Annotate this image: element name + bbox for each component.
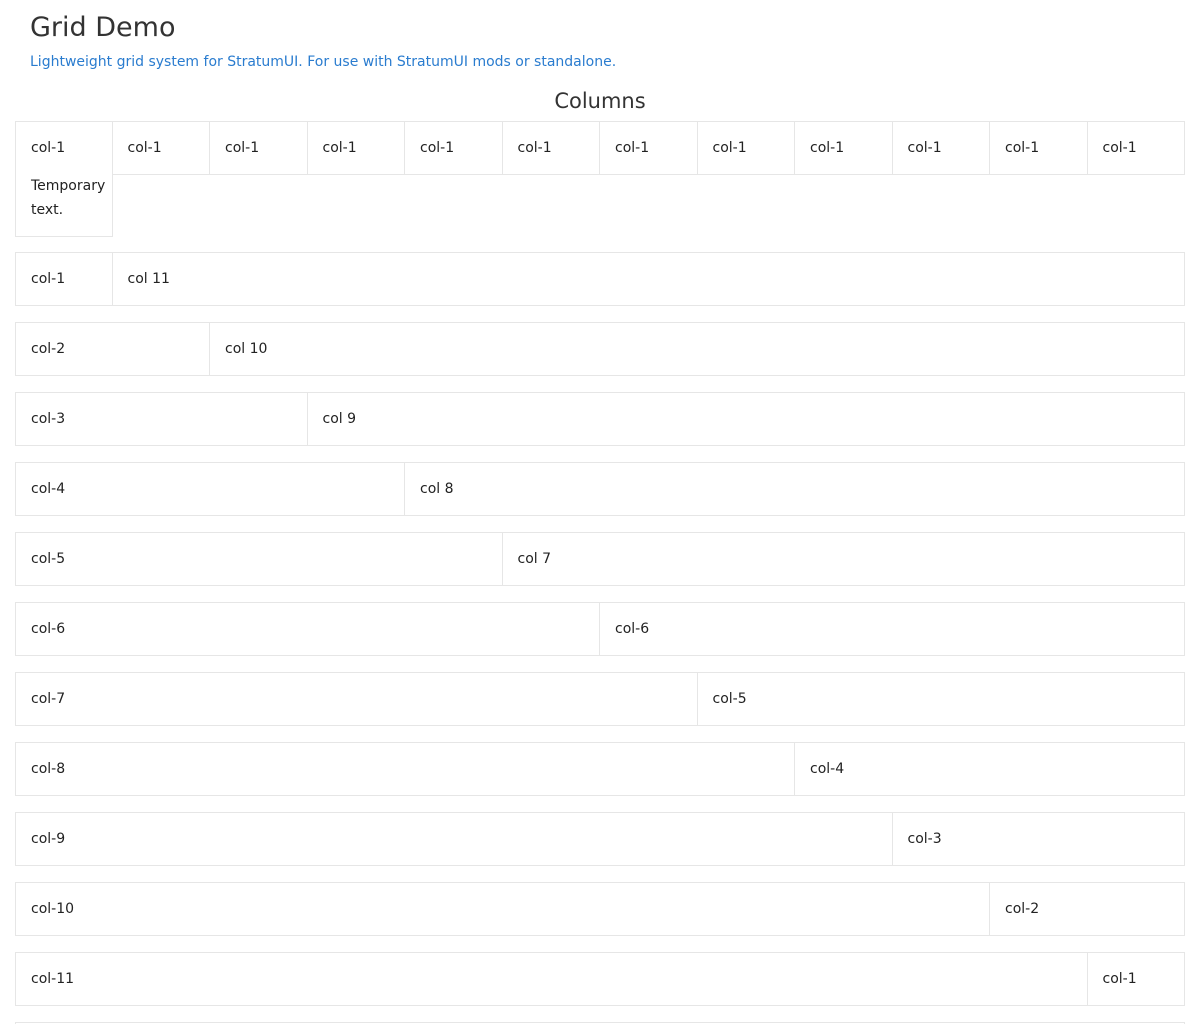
grid-cell: col-1: [209, 121, 308, 175]
cell-label: col-4: [810, 761, 845, 777]
grid-cell: col 10: [209, 322, 1185, 376]
grid-cell: col-1: [1086, 121, 1185, 175]
cell-label: col-3: [31, 411, 66, 427]
cell-label: col-2: [31, 341, 66, 357]
cell-label: col-1: [907, 140, 942, 156]
grid-cell: col-1: [599, 121, 698, 175]
cell-label: col-7: [31, 691, 66, 707]
cell-label: col-1: [517, 140, 552, 156]
cell-label: col-2: [1005, 901, 1040, 917]
grid-cell: col-2: [15, 322, 210, 376]
cell-label: col-5: [31, 551, 66, 567]
grid-row: col-1 Temporary text. col-1 col-1 col-1 col-1…: [15, 121, 1185, 237]
grid-cell: col-1: [404, 121, 503, 175]
grid-row: col-8 col-4: [15, 742, 1185, 796]
cell-label: col-1: [1102, 140, 1137, 156]
cell-label: col-1: [31, 140, 66, 156]
cell-label: col 8: [420, 481, 454, 497]
cell-label: col-1: [322, 140, 357, 156]
cell-label: col 11: [127, 271, 170, 287]
grid-cell: col-1: [501, 121, 600, 175]
cell-temporary-text: Temporary text.: [31, 178, 106, 218]
grid-cell: col 11: [111, 252, 1185, 306]
cell-label: col-1: [225, 140, 260, 156]
grid-cell: col-1: [696, 121, 795, 175]
grid-row: col-2 col 10: [15, 322, 1185, 376]
grid-cell: col-1: [15, 252, 113, 306]
cell-label: col-6: [31, 621, 66, 637]
grid-row: col-9 col-3: [15, 812, 1185, 866]
grid-row: col-10 col-2: [15, 882, 1185, 936]
grid-row: col-1 col 11: [15, 252, 1185, 306]
grid-cell: col-11: [15, 952, 1088, 1006]
subtitle-link[interactable]: Lightweight grid system for StratumUI. F…: [30, 54, 617, 70]
grid-cell: col 8: [404, 462, 1185, 516]
grid-cell: col-3: [15, 392, 308, 446]
cell-label: col-5: [712, 691, 747, 707]
grid-cell: col-4: [794, 742, 1185, 796]
grid-cell: col-1: [794, 121, 893, 175]
cell-label: col 9: [322, 411, 357, 427]
cell-label: col-6: [615, 621, 650, 637]
grid-cell: col-1: [891, 121, 990, 175]
cell-label: col-9: [31, 831, 66, 847]
cell-label: col-1: [615, 140, 650, 156]
grid-cell: col-6: [599, 602, 1185, 656]
grid-cell: col-1: [306, 121, 405, 175]
cell-label: col-4: [31, 481, 66, 497]
grid-cell: col 7: [501, 532, 1185, 586]
grid-row: col-7 col-5: [15, 672, 1185, 726]
cell-label: col-1: [31, 271, 66, 287]
grid-cell: col-7: [15, 672, 698, 726]
cell-label: col 7: [517, 551, 552, 567]
grid-cell: col-4: [15, 462, 405, 516]
grid-row: col-3 col 9: [15, 392, 1185, 446]
grid-cell: col-8: [15, 742, 795, 796]
grid-row: col-6 col-6: [15, 602, 1185, 656]
grid-cell: col-1: [989, 121, 1088, 175]
cell-label: col 10: [225, 341, 268, 357]
grid-cell: col-5: [696, 672, 1185, 726]
page-title: Grid Demo: [30, 12, 176, 43]
cell-label: col-1: [712, 140, 747, 156]
cell-label: col-1: [127, 140, 162, 156]
cell-label: col-11: [31, 971, 75, 987]
grid-row: col-11 col-1: [15, 952, 1185, 1006]
grid-cell: col-9: [15, 812, 893, 866]
grid-row: col-4 col 8: [15, 462, 1185, 516]
grid-row: col-5 col 7: [15, 532, 1185, 586]
grid-cell: col-1 Temporary text.: [15, 121, 113, 237]
grid-cell: col 9: [306, 392, 1185, 446]
cell-label: col-3: [907, 831, 942, 847]
grid-cell: col-1: [1086, 952, 1185, 1006]
cell-label: col-1: [1005, 140, 1040, 156]
cell-label: col-1: [810, 140, 845, 156]
grid-cell: col-2: [989, 882, 1185, 936]
columns-grid: col-1 Temporary text. col-1 col-1 col-1 col-1…: [15, 121, 1185, 1024]
grid-row: [15, 1022, 1185, 1024]
grid-cell: col-10: [15, 882, 990, 936]
cell-label: col-10: [31, 901, 75, 917]
grid-cell: col-3: [891, 812, 1185, 866]
grid-cell: col-1: [111, 121, 210, 175]
cell-label: col-8: [31, 761, 66, 777]
grid-cell: col-5: [15, 532, 503, 586]
cell-label: col-1: [1102, 971, 1137, 987]
grid-cell: col-6: [15, 602, 600, 656]
section-title: Columns: [554, 89, 646, 113]
cell-label: col-1: [420, 140, 455, 156]
grid-cell: [15, 1022, 1185, 1024]
